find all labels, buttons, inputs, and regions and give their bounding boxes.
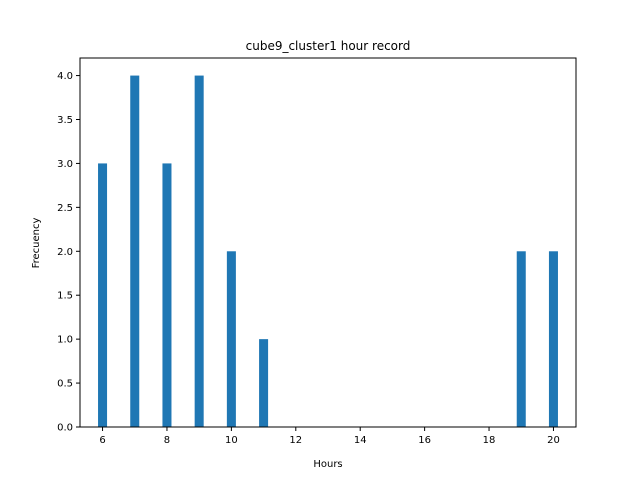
x-tick-label: 14 <box>354 435 367 446</box>
y-tick-label: 4.0 <box>57 71 73 82</box>
y-axis-title: Frecuency <box>31 218 42 269</box>
bar-hour-11 <box>259 339 269 427</box>
y-tick-label: 3.0 <box>57 159 73 170</box>
y-tick-label: 1.0 <box>57 335 73 346</box>
x-ticks-group: 6 8 10 12 14 16 18 20 <box>99 427 560 446</box>
y-tick-label: 0.0 <box>57 423 73 434</box>
x-tick-label: 12 <box>289 435 302 446</box>
plot-frame <box>79 57 577 428</box>
y-tick-label: 2.5 <box>57 203 73 214</box>
bar-hour-19 <box>516 251 526 427</box>
y-tick-label: 2.0 <box>57 247 73 258</box>
y-tick-label: 3.5 <box>57 115 73 126</box>
x-tick-label: 16 <box>418 435 431 446</box>
bars-group <box>98 75 558 428</box>
y-tick-label: 0.5 <box>57 379 73 390</box>
bar-hour-8 <box>162 163 172 427</box>
x-tick-label: 18 <box>483 435 496 446</box>
bar-hour-6 <box>98 163 108 427</box>
chart-title: cube9_cluster1 hour record <box>246 39 411 53</box>
bar-hour-7 <box>130 75 140 428</box>
y-tick-label: 1.5 <box>57 291 73 302</box>
x-tick-label: 6 <box>99 435 105 446</box>
x-tick-label: 20 <box>547 435 560 446</box>
bar-hour-10 <box>226 251 236 427</box>
x-tick-label: 8 <box>164 435 170 446</box>
bar-hour-9 <box>194 75 204 428</box>
x-tick-label: 10 <box>225 435 238 446</box>
x-axis-title: Hours <box>313 459 342 470</box>
bar-hour-20 <box>548 251 558 427</box>
y-ticks-group: 0.0 0.5 1.0 1.5 2.0 2.5 3.0 3.5 4.0 <box>57 71 80 434</box>
